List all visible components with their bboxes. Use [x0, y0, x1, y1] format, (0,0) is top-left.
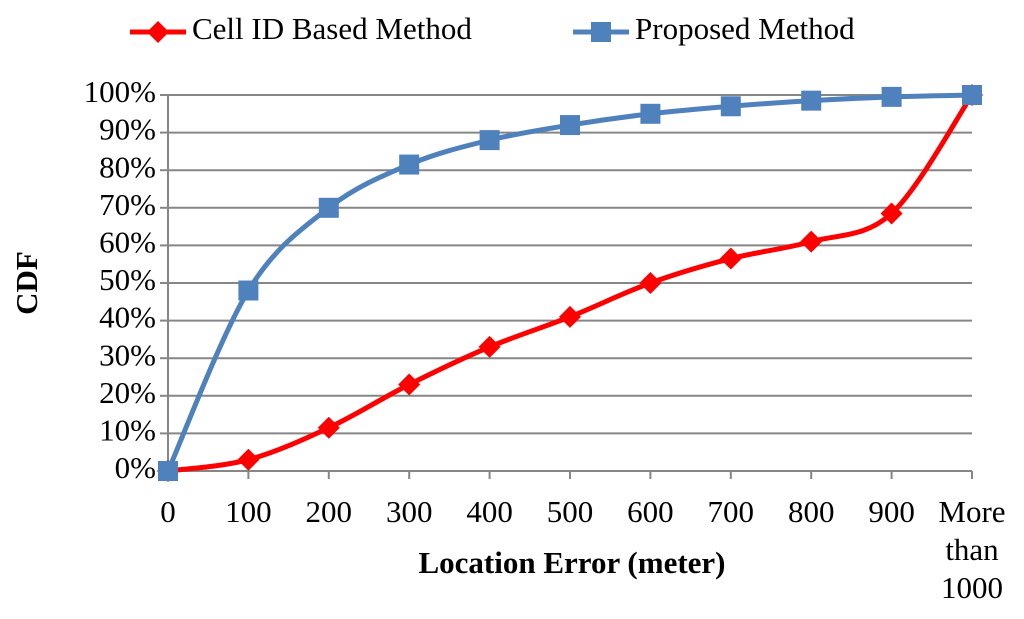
data-point: [881, 86, 902, 107]
data-point: [560, 115, 580, 136]
x-tick-label: 0: [160, 494, 176, 529]
x-tick-label: 600: [627, 494, 674, 529]
x-tick-label: 500: [547, 494, 594, 529]
data-point: [880, 202, 903, 225]
y-tick-label: 70%: [99, 187, 156, 222]
x-tick-label: 800: [788, 494, 835, 529]
data-point: [318, 197, 339, 218]
legend-label: Cell ID Based Method: [192, 11, 472, 46]
legend-marker: [147, 21, 169, 43]
legend-marker: [591, 22, 611, 42]
y-tick-label: 20%: [99, 375, 156, 410]
data-point: [478, 335, 501, 358]
y-tick-label: 60%: [99, 225, 156, 260]
data-point: [479, 130, 500, 151]
data-point: [237, 448, 260, 471]
data-point: [801, 90, 822, 111]
legend-item: Proposed Method: [573, 11, 855, 46]
x-tick-label: 100: [225, 494, 272, 529]
legend-item: Cell ID Based Method: [130, 11, 472, 46]
y-tick-label: 50%: [99, 262, 156, 297]
y-tick-label: 30%: [99, 337, 156, 372]
data-point: [800, 230, 823, 253]
y-tick-label: 10%: [99, 413, 156, 448]
y-tick-label: 100%: [84, 74, 156, 109]
data-point: [559, 305, 581, 328]
y-tick-label: 40%: [99, 300, 156, 335]
data-point: [640, 103, 661, 124]
data-point: [398, 373, 421, 396]
data-point: [962, 85, 982, 105]
y-axis-title: CDF: [9, 251, 44, 315]
data-point: [399, 154, 420, 175]
x-tick-label: 200: [306, 494, 353, 529]
y-tick-label: 80%: [99, 149, 156, 184]
data-point: [317, 416, 340, 439]
x-tick-label: 300: [386, 494, 433, 529]
data-point: [719, 247, 742, 270]
y-tick-label: 90%: [99, 112, 156, 147]
data-point: [158, 461, 178, 481]
x-tick-label: 700: [708, 494, 755, 529]
data-point: [639, 272, 662, 294]
x-tick-label: 900: [868, 494, 915, 529]
x-axis-title: Location Error (meter): [418, 545, 725, 580]
x-tick-label: More than 1000: [938, 494, 1005, 605]
data-point: [238, 280, 259, 301]
y-tick-label: 0%: [115, 450, 156, 485]
x-tick-label: 400: [466, 494, 513, 529]
legend-label: Proposed Method: [635, 11, 855, 46]
data-point: [720, 96, 741, 117]
